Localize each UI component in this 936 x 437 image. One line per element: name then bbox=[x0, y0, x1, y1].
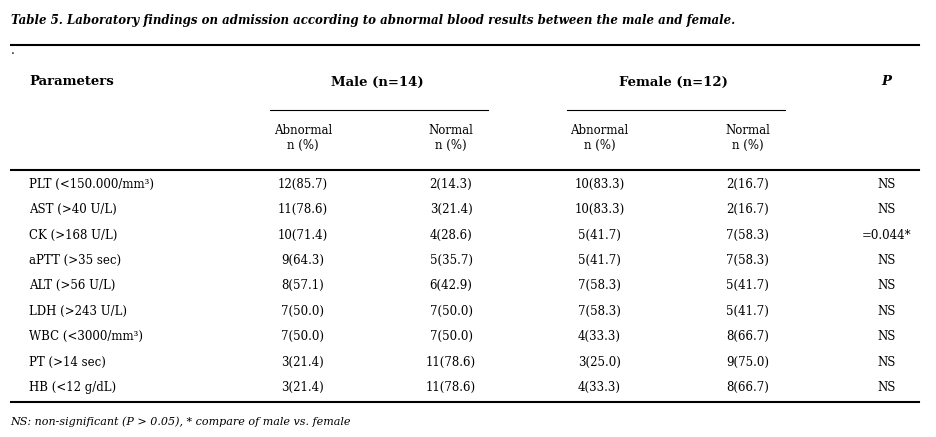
Text: 11(78.6): 11(78.6) bbox=[426, 356, 476, 369]
Text: 4(28.6): 4(28.6) bbox=[430, 229, 473, 242]
Text: Table 5. Laboratory findings on admission according to abnormal blood results be: Table 5. Laboratory findings on admissio… bbox=[10, 14, 735, 27]
Text: 7(58.3): 7(58.3) bbox=[726, 229, 769, 242]
Text: =0.044*: =0.044* bbox=[862, 229, 912, 242]
Text: 2(14.3): 2(14.3) bbox=[430, 178, 473, 191]
Text: 10(71.4): 10(71.4) bbox=[278, 229, 328, 242]
Text: ALT (>56 U/L): ALT (>56 U/L) bbox=[29, 279, 115, 292]
Text: HB (<12 g/dL): HB (<12 g/dL) bbox=[29, 381, 116, 394]
Text: NS: NS bbox=[878, 305, 896, 318]
Text: 9(64.3): 9(64.3) bbox=[281, 254, 324, 267]
Text: NS: NS bbox=[878, 356, 896, 369]
Text: 4(33.3): 4(33.3) bbox=[578, 381, 621, 394]
Text: LDH (>243 U/L): LDH (>243 U/L) bbox=[29, 305, 127, 318]
Text: NS: NS bbox=[878, 203, 896, 216]
Text: CK (>168 U/L): CK (>168 U/L) bbox=[29, 229, 118, 242]
Text: 5(41.7): 5(41.7) bbox=[726, 305, 769, 318]
Text: aPTT (>35 sec): aPTT (>35 sec) bbox=[29, 254, 122, 267]
Text: Male (n=14): Male (n=14) bbox=[330, 76, 423, 88]
Text: 5(35.7): 5(35.7) bbox=[430, 254, 473, 267]
Text: 5(41.7): 5(41.7) bbox=[578, 254, 621, 267]
Text: 10(83.3): 10(83.3) bbox=[575, 203, 624, 216]
Text: NS: non-significant (P > 0.05), * compare of male vs. female: NS: non-significant (P > 0.05), * compar… bbox=[10, 416, 351, 427]
Text: 8(57.1): 8(57.1) bbox=[282, 279, 324, 292]
Text: 8(66.7): 8(66.7) bbox=[726, 381, 769, 394]
Text: AST (>40 U/L): AST (>40 U/L) bbox=[29, 203, 117, 216]
Text: NS: NS bbox=[878, 381, 896, 394]
Text: 7(50.0): 7(50.0) bbox=[281, 305, 324, 318]
Text: PT (>14 sec): PT (>14 sec) bbox=[29, 356, 106, 369]
Text: 7(58.3): 7(58.3) bbox=[578, 305, 621, 318]
Text: Parameters: Parameters bbox=[29, 76, 114, 88]
Text: 11(78.6): 11(78.6) bbox=[426, 381, 476, 394]
Text: NS: NS bbox=[878, 330, 896, 343]
Text: 7(58.3): 7(58.3) bbox=[578, 279, 621, 292]
Text: 3(21.4): 3(21.4) bbox=[430, 203, 473, 216]
Text: NS: NS bbox=[878, 178, 896, 191]
Text: 7(50.0): 7(50.0) bbox=[281, 330, 324, 343]
Text: Female (n=12): Female (n=12) bbox=[619, 76, 728, 88]
Text: 2(16.7): 2(16.7) bbox=[726, 178, 769, 191]
Text: WBC (<3000/mm³): WBC (<3000/mm³) bbox=[29, 330, 143, 343]
Text: 9(75.0): 9(75.0) bbox=[726, 356, 769, 369]
Text: 6(42.9): 6(42.9) bbox=[430, 279, 473, 292]
Text: 7(50.0): 7(50.0) bbox=[430, 305, 473, 318]
Text: Normal
n (%): Normal n (%) bbox=[429, 124, 474, 152]
Text: Abnormal
n (%): Abnormal n (%) bbox=[273, 124, 332, 152]
Text: 2(16.7): 2(16.7) bbox=[726, 203, 769, 216]
Text: 12(85.7): 12(85.7) bbox=[278, 178, 328, 191]
Text: 10(83.3): 10(83.3) bbox=[575, 178, 624, 191]
Text: NS: NS bbox=[878, 279, 896, 292]
Text: 3(21.4): 3(21.4) bbox=[282, 381, 324, 394]
Text: 5(41.7): 5(41.7) bbox=[726, 279, 769, 292]
Text: Abnormal
n (%): Abnormal n (%) bbox=[570, 124, 628, 152]
Text: 8(66.7): 8(66.7) bbox=[726, 330, 769, 343]
Text: 7(50.0): 7(50.0) bbox=[430, 330, 473, 343]
Text: P: P bbox=[882, 76, 892, 88]
Text: 5(41.7): 5(41.7) bbox=[578, 229, 621, 242]
Text: PLT (<150.000/mm³): PLT (<150.000/mm³) bbox=[29, 178, 154, 191]
Text: NS: NS bbox=[878, 254, 896, 267]
Text: Normal
n (%): Normal n (%) bbox=[725, 124, 770, 152]
Text: 4(33.3): 4(33.3) bbox=[578, 330, 621, 343]
Text: 7(58.3): 7(58.3) bbox=[726, 254, 769, 267]
Text: ·: · bbox=[10, 49, 15, 62]
Text: 11(78.6): 11(78.6) bbox=[278, 203, 328, 216]
Text: 3(25.0): 3(25.0) bbox=[578, 356, 621, 369]
Text: 3(21.4): 3(21.4) bbox=[282, 356, 324, 369]
